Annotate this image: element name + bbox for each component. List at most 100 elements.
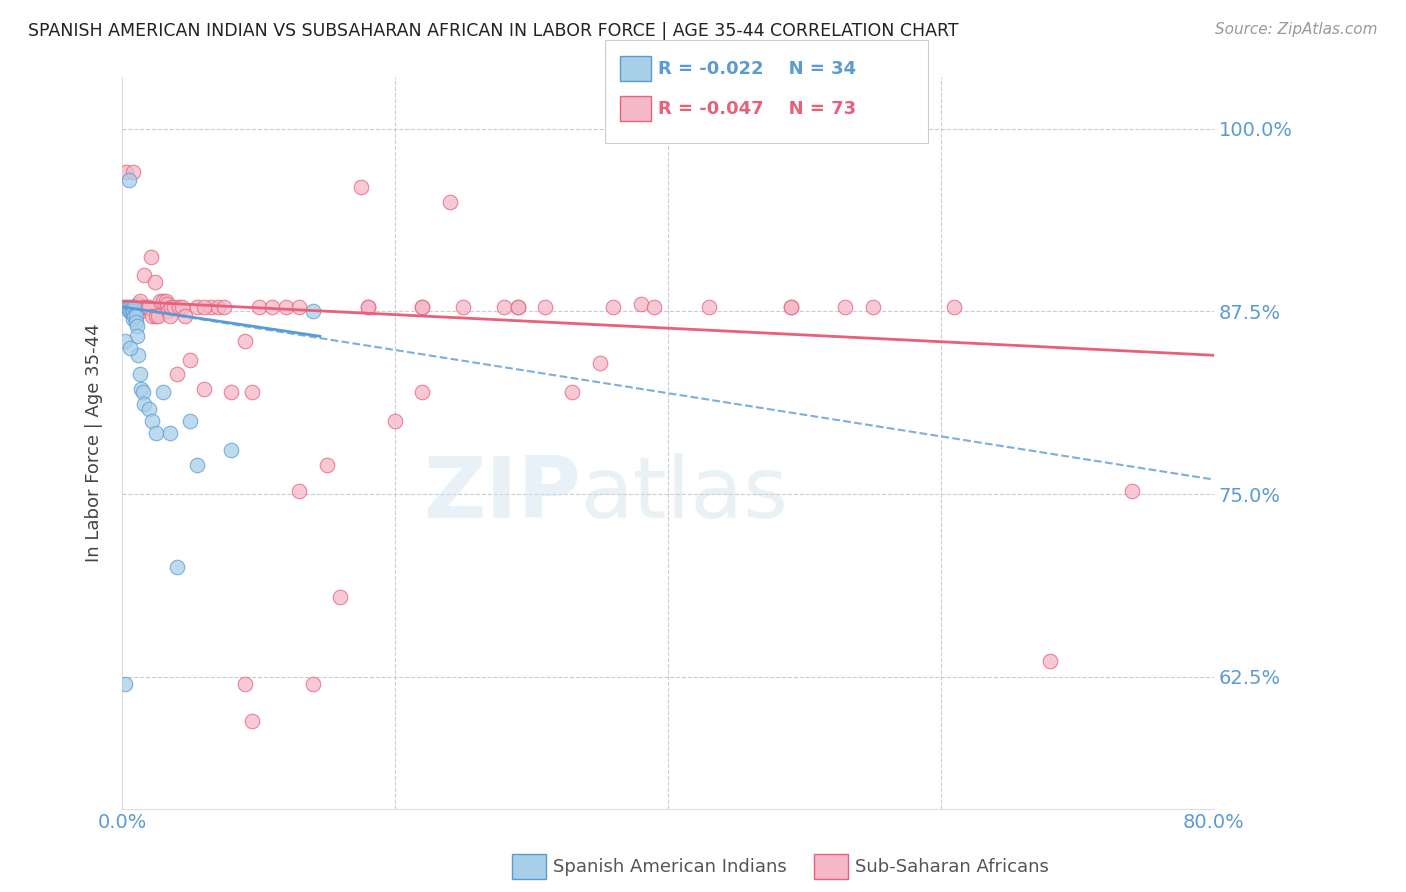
Point	[200, 300, 222, 314]
Point	[193, 300, 215, 314]
Point	[146, 309, 169, 323]
Point	[193, 382, 215, 396]
Point	[172, 300, 194, 314]
Point	[561, 384, 583, 399]
Point	[506, 300, 529, 314]
Point	[128, 368, 150, 382]
Point	[779, 300, 801, 314]
Text: Source: ZipAtlas.com: Source: ZipAtlas.com	[1215, 22, 1378, 37]
Point	[173, 309, 195, 323]
Point	[219, 443, 242, 458]
Text: ZIP: ZIP	[423, 452, 581, 536]
Point	[139, 250, 162, 264]
Point	[240, 714, 263, 728]
Point	[262, 300, 284, 314]
Point	[411, 384, 433, 399]
Point	[179, 414, 201, 428]
Point	[834, 300, 856, 314]
Point	[302, 677, 325, 691]
Point	[114, 677, 136, 691]
Point	[159, 309, 181, 323]
Point	[169, 300, 191, 314]
Point	[124, 300, 146, 314]
Point	[534, 300, 557, 314]
Point	[219, 384, 242, 399]
Point	[125, 329, 148, 343]
Point	[149, 294, 172, 309]
Point	[288, 484, 311, 499]
Point	[152, 294, 174, 309]
Point	[122, 311, 145, 326]
Point	[630, 297, 652, 311]
Point	[862, 300, 884, 314]
Point	[643, 300, 665, 314]
Point	[129, 304, 152, 318]
Point	[132, 396, 155, 410]
Point	[145, 425, 167, 440]
Point	[125, 309, 148, 323]
Point	[141, 414, 163, 428]
Point	[115, 165, 138, 179]
Point	[138, 300, 160, 314]
Point	[127, 348, 149, 362]
Point	[1121, 484, 1143, 499]
Point	[131, 384, 153, 399]
Point	[233, 677, 256, 691]
Point	[302, 304, 325, 318]
Point	[141, 309, 163, 323]
Point	[138, 402, 160, 417]
Point	[411, 300, 433, 314]
Point	[384, 414, 406, 428]
Text: R = -0.022    N = 34: R = -0.022 N = 34	[658, 60, 856, 78]
Point	[779, 300, 801, 314]
Point	[129, 382, 152, 396]
Point	[186, 458, 208, 472]
Point	[128, 294, 150, 309]
Point	[121, 304, 143, 318]
Point	[179, 352, 201, 367]
Point	[451, 300, 474, 314]
Point	[247, 300, 270, 314]
Point	[127, 297, 149, 311]
Point	[159, 425, 181, 440]
Point	[125, 315, 148, 329]
Point	[274, 300, 297, 314]
Point	[233, 334, 256, 348]
Point	[602, 300, 624, 314]
Point	[506, 300, 529, 314]
Point	[156, 297, 179, 311]
Point	[120, 304, 142, 318]
Point	[132, 268, 155, 282]
Point	[125, 304, 148, 318]
Point	[697, 300, 720, 314]
Point	[131, 300, 153, 314]
Point	[114, 334, 136, 348]
Point	[143, 275, 166, 289]
Point	[439, 194, 461, 209]
Point	[943, 300, 966, 314]
Point	[152, 384, 174, 399]
Point	[240, 384, 263, 399]
Point	[166, 368, 188, 382]
Point	[155, 294, 177, 309]
Point	[122, 304, 145, 318]
Text: Spanish American Indians: Spanish American Indians	[553, 858, 786, 876]
Point	[588, 355, 610, 369]
Point	[118, 173, 141, 187]
Point	[207, 300, 229, 314]
Point	[288, 300, 311, 314]
Point	[1039, 654, 1062, 668]
Point	[411, 300, 433, 314]
Point	[186, 300, 208, 314]
Point	[115, 300, 138, 314]
Point	[118, 304, 141, 318]
Point	[125, 318, 148, 333]
Point	[357, 300, 380, 314]
Point	[160, 300, 183, 314]
Text: Sub-Saharan Africans: Sub-Saharan Africans	[855, 858, 1049, 876]
Point	[121, 300, 143, 314]
Text: atlas: atlas	[581, 452, 789, 536]
Point	[357, 300, 380, 314]
Point	[120, 300, 142, 314]
Point	[166, 560, 188, 574]
